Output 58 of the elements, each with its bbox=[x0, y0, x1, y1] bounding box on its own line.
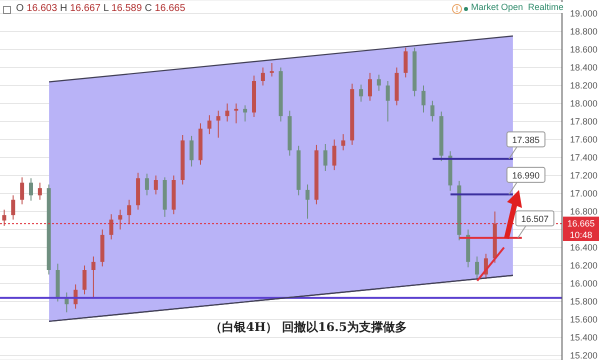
candlestick bbox=[109, 214, 114, 240]
y-tick-label: 18.200 bbox=[570, 80, 598, 91]
annotation: Market Open Realtime bbox=[470, 2, 565, 13]
candlestick bbox=[341, 134, 346, 151]
candlestick bbox=[2, 209, 6, 226]
y-tick-label: 16.400 bbox=[570, 242, 598, 253]
y-tick-label: 15.200 bbox=[570, 350, 598, 360]
candlestick bbox=[404, 47, 408, 78]
candlestick bbox=[225, 103, 230, 122]
candlestick bbox=[82, 265, 87, 295]
y-tick-label: 18.600 bbox=[570, 44, 598, 55]
candlestick bbox=[332, 139, 336, 171]
candlestick bbox=[207, 114, 212, 135]
y-tick-label: 17.400 bbox=[570, 152, 598, 163]
y-tick-label: 17.000 bbox=[570, 188, 598, 199]
candlestick bbox=[38, 182, 42, 200]
candlestick bbox=[154, 175, 158, 195]
series-label: 16.990 bbox=[512, 170, 540, 180]
annotation: （白银4H） 回撤以16.5为支撑做多 bbox=[210, 319, 408, 336]
candlestick bbox=[190, 135, 194, 167]
y-tick-label: 17.800 bbox=[570, 116, 598, 127]
y-tick-label: 19.000 bbox=[570, 8, 598, 19]
text: 10:48 bbox=[563, 229, 599, 241]
candlestick bbox=[430, 100, 434, 122]
y-tick-label: 15.600 bbox=[570, 314, 598, 325]
candlestick bbox=[20, 176, 24, 205]
candlestick bbox=[118, 209, 122, 230]
ref-line-label: 16.665 bbox=[567, 218, 595, 229]
candlestick bbox=[475, 256, 480, 280]
y-tick-label: 17.600 bbox=[570, 134, 598, 145]
y-tick-label: 16.800 bbox=[570, 206, 598, 217]
annotation: O 16.603 H 16.667 L 16.589 C 16.665 bbox=[16, 3, 186, 14]
y-tick-label: 16.000 bbox=[570, 278, 598, 289]
candlestick bbox=[91, 256, 96, 298]
candlestick bbox=[368, 72, 372, 102]
y-tick-label: 15.400 bbox=[570, 332, 598, 343]
candlestick bbox=[127, 199, 132, 225]
candlestick bbox=[386, 80, 390, 122]
series-label: 17.385 bbox=[512, 134, 540, 145]
candlestick bbox=[144, 173, 149, 196]
candlestick bbox=[243, 104, 248, 122]
candlestick bbox=[359, 84, 364, 102]
candlestick bbox=[260, 67, 265, 86]
candlestick bbox=[216, 110, 220, 138]
y-tick-label: 16.200 bbox=[570, 260, 598, 271]
candlestick bbox=[306, 184, 310, 220]
y-tick-label: 18.000 bbox=[570, 98, 598, 109]
y-tick-label: 17.200 bbox=[570, 170, 598, 181]
y-tick-label: 18.400 bbox=[570, 62, 598, 73]
candlestick bbox=[270, 62, 274, 77]
y-tick-label: 15.800 bbox=[570, 296, 598, 307]
candlestick bbox=[28, 178, 33, 202]
candlestick bbox=[11, 194, 16, 220]
series-label: 16.507 bbox=[521, 214, 549, 224]
candlestick bbox=[323, 144, 328, 172]
candlestick bbox=[422, 85, 426, 113]
y-tick-label: 18.800 bbox=[570, 26, 598, 37]
candlestick bbox=[376, 74, 381, 92]
